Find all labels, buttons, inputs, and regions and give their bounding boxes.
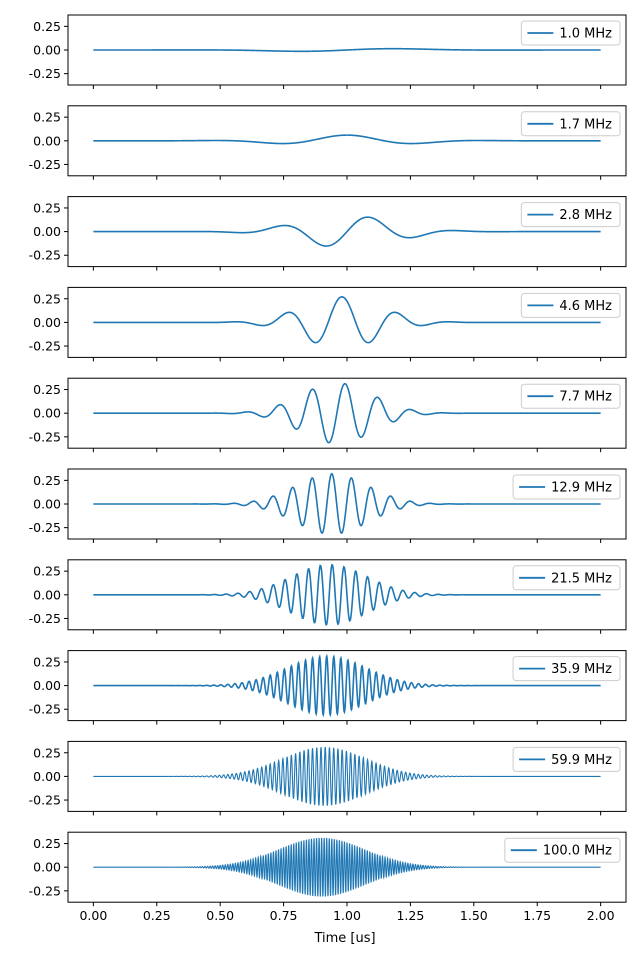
subplot-10: 0.25 0.00 -0.25 100.0 MHz [29,831,627,907]
y-tick-label: -0.25 [29,339,61,354]
y-tick-label: -0.25 [29,520,61,535]
waveform-series-line [93,134,601,145]
legend: 35.9 MHz [512,656,621,682]
waveform-series-line [93,296,601,344]
y-tick-label: -0.25 [29,702,61,717]
legend-label: 35.9 MHz [551,662,612,677]
waveform-series-line [93,746,601,806]
y-tick-label: 0.00 [33,43,61,58]
y-tick-label: -0.25 [29,248,61,263]
subplot-9: 0.25 0.00 -0.25 59.9 MHz [29,740,627,816]
y-tick-label: 0.25 [33,564,61,579]
subplot-8: 0.25 0.00 -0.25 35.9 MHz [29,650,627,725]
legend-box [512,656,621,682]
legend: 4.6 MHz [520,292,621,318]
legend: 100.0 MHz [504,837,621,863]
waveform-series-line [93,47,601,53]
legend-label: 59.9 MHz [551,753,612,768]
x-tick-label: 0.50 [206,908,234,923]
subplot-2: 0.25 0.00 -0.25 1.7 MHz [29,105,627,180]
legend-label: 4.6 MHz [559,299,612,314]
legend-label: 2.8 MHz [559,208,612,223]
y-tick-label: 0.25 [33,200,61,215]
legend: 7.7 MHz [520,383,621,409]
legend-box [512,746,621,772]
legend: 1.0 MHz [520,20,621,46]
waveform-series-line [93,472,601,535]
x-tick-label: 1.50 [460,908,488,923]
y-tick-label: 0.25 [33,836,61,851]
legend: 59.9 MHz [512,746,621,772]
legend-label: 21.5 MHz [551,571,612,586]
legend-label: 100.0 MHz [543,844,612,859]
y-tick-label: 0.00 [33,133,61,148]
legend-box [520,202,621,228]
waveform-series-line [93,837,601,897]
subplot-6: 0.25 0.00 -0.25 12.9 MHz [29,468,627,543]
y-tick-label: 0.00 [33,406,61,421]
y-tick-label: 0.25 [33,110,61,125]
y-tick-label: 0.00 [33,678,61,693]
x-tick-label: 1.25 [396,908,424,923]
legend: 1.7 MHz [520,111,621,137]
legend-label: 12.9 MHz [551,481,612,496]
subplot-3: 0.25 0.00 -0.25 2.8 MHz [29,196,627,271]
y-tick-label: 0.00 [33,587,61,602]
waveform-series-line [93,563,601,626]
y-tick-label: 0.00 [33,224,61,239]
legend-box [520,383,621,409]
x-tick-label: 2.00 [587,908,615,923]
waveform-series-line [93,216,601,247]
y-tick-label: 0.25 [33,473,61,488]
y-tick-label: 0.25 [33,382,61,397]
y-tick-label: 0.00 [33,769,61,784]
legend-box [520,111,621,137]
legend: 21.5 MHz [512,565,621,591]
legend-box [520,20,621,46]
y-tick-label: 0.00 [33,860,61,875]
legend-label: 1.0 MHz [559,27,612,42]
y-tick-label: 0.25 [33,654,61,669]
y-tick-label: -0.25 [29,883,61,898]
waveform-series-line [93,382,601,444]
legend-box [504,837,621,863]
y-tick-label: 0.25 [33,291,61,306]
x-axis-ticks: 0.00 0.25 0.50 0.75 1.00 1.25 1.50 1.75 2.00 [79,908,614,923]
legend-label: 7.7 MHz [559,390,612,405]
subplot-7: 0.25 0.00 -0.25 21.5 MHz [29,559,627,634]
x-tick-label: 0.25 [143,908,171,923]
subplot-4: 0.25 0.00 -0.25 4.6 MHz [29,286,627,362]
y-tick-label: -0.25 [29,793,61,808]
y-tick-label: 0.00 [33,315,61,330]
y-tick-label: 0.25 [33,19,61,34]
y-tick-label: -0.25 [29,66,61,81]
waveform-series-line [93,653,601,718]
legend-label: 1.7 MHz [559,117,612,132]
legend: 12.9 MHz [512,474,621,500]
y-tick-label: -0.25 [29,429,61,444]
y-tick-label: -0.25 [29,157,61,172]
y-tick-label: -0.25 [29,611,61,626]
x-tick-label: 1.75 [523,908,551,923]
legend-box [520,292,621,318]
y-tick-label: 0.00 [33,497,61,512]
legend-box [512,474,621,500]
legend: 2.8 MHz [520,202,621,228]
subplot-panels: 0.25 0.00 -0.25 1.0 MHz 0.25 0.00 -0.25 1.7 MHz… [29,14,627,907]
x-tick-label: 0.00 [79,908,107,923]
subplot-5: 0.25 0.00 -0.25 7.7 MHz [29,377,627,453]
x-tick-label: 1.00 [333,908,361,923]
x-tick-label: 0.75 [270,908,298,923]
subplot-1: 0.25 0.00 -0.25 1.0 MHz [29,14,627,89]
y-tick-label: 0.25 [33,745,61,760]
x-axis-label: Time [us] [313,931,375,946]
legend-box [512,565,621,591]
